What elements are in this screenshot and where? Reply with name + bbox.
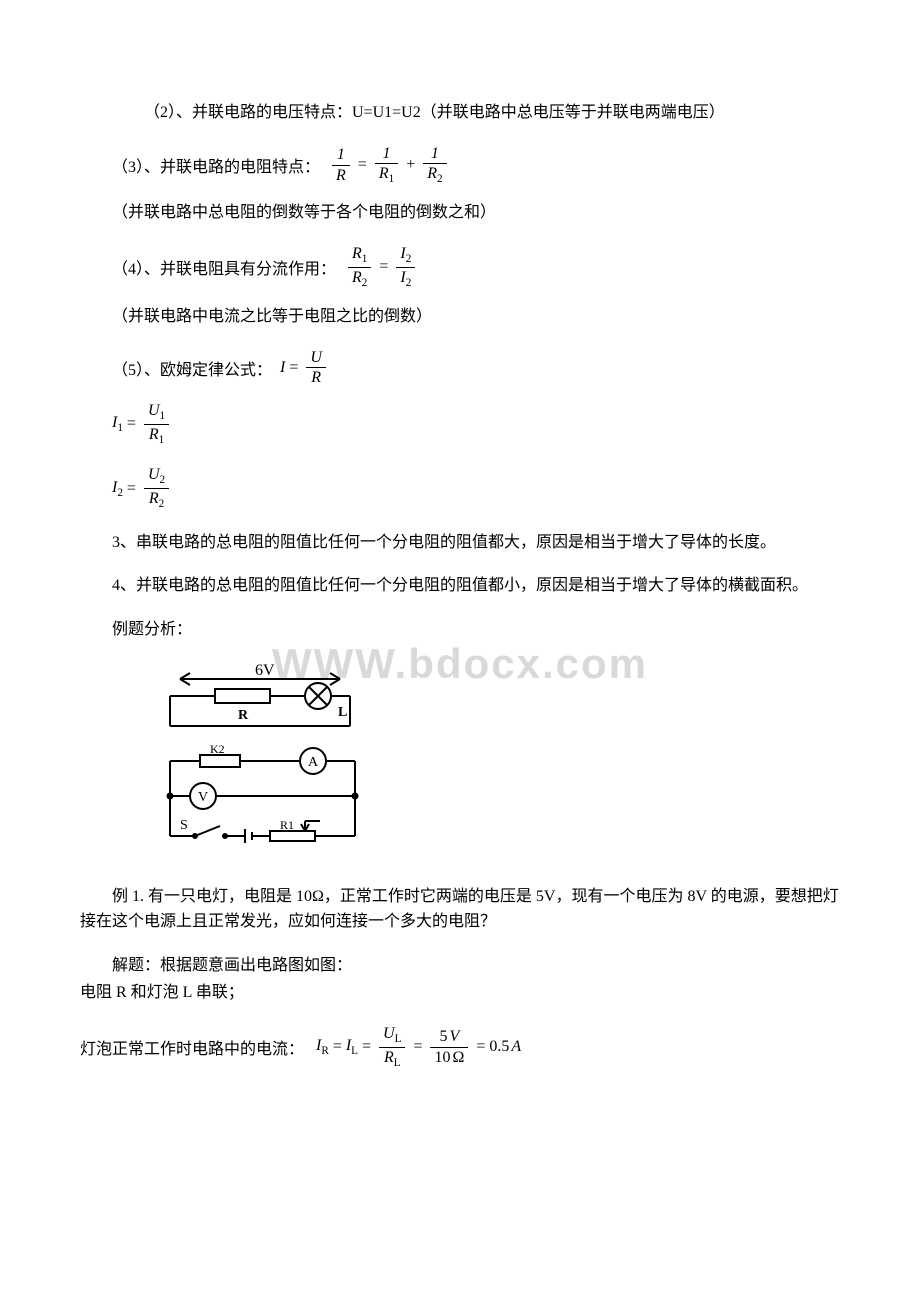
formula-solution-lead: 灯泡正常工作时电路中的电流：	[80, 1035, 304, 1059]
para-solution1: 解题：根据题意画出电路图如图：	[80, 953, 840, 979]
para-example-hdr: 例题分析：	[80, 617, 840, 643]
frac-5V-10ohm: 5V 10Ω	[430, 1027, 468, 1066]
frac-UL-RL: UL RL	[379, 1024, 405, 1070]
formula-I2: I2 = U2 R2	[112, 465, 840, 511]
svg-text:K2: K2	[210, 742, 225, 756]
para-series: 3、串联电路的总电阻的阻值比任何一个分电阻的阻值都大，原因是相当于增大了导体的长…	[80, 530, 840, 556]
formula-3-line: （3）、并联电路的电阻特点： 1 R = 1 R1 + 1 R2	[80, 144, 840, 187]
para-4-note: （并联电路中电流之比等于电阻之比的倒数）	[80, 304, 840, 330]
svg-text:L: L	[338, 705, 347, 720]
svg-text:R1: R1	[280, 818, 294, 832]
svg-text:A: A	[308, 755, 319, 770]
frac-1-R2: 1 R2	[423, 144, 446, 187]
circuit-diagram: 6V R L	[140, 661, 840, 866]
svg-text:S: S	[180, 818, 188, 833]
frac-U-R: U R	[306, 348, 326, 387]
frac-I2-I2: I2 I2	[396, 244, 415, 290]
formula-4-line: （4）、并联电阻具有分流作用： R1 R2 = I2 I2	[80, 244, 840, 290]
svg-text:R: R	[238, 708, 249, 723]
formula-solution-line: 灯泡正常工作时电路中的电流： IR = IL = UL RL = 5V 10Ω …	[80, 1024, 840, 1070]
para-solution2: 电阻 R 和灯泡 L 串联；	[80, 980, 840, 1006]
svg-text:6V: 6V	[255, 662, 275, 679]
para-2: （2）、并联电路的电压特点：U=U1=U2（并联电路中总电压等于并联电两端电压）	[80, 100, 840, 126]
formula-3-lead: （3）、并联电路的电阻特点：	[80, 153, 320, 177]
para-3-note: （并联电路中总电阻的倒数等于各个电阻的倒数之和）	[80, 200, 840, 226]
formula-5-lead: （5）、欧姆定律公式：	[80, 356, 272, 380]
para-example1: 例 1. 有一只电灯，电阻是 10Ω，正常工作时它两端的电压是 5V，现有一个电…	[80, 884, 840, 935]
frac-1-R: 1 R	[332, 145, 350, 184]
para-parallel: 4、并联电路的总电阻的阻值比任何一个分电阻的阻值都小，原因是相当于增大了导体的横…	[80, 573, 840, 599]
formula-I1: I1 = U1 R1	[112, 401, 840, 447]
formula-5-line: （5）、欧姆定律公式： I = U R	[80, 348, 840, 387]
frac-R1-R2: R1 R2	[348, 244, 371, 290]
formula-4-lead: （4）、并联电阻具有分流作用：	[80, 255, 336, 279]
frac-1-R1: 1 R1	[375, 144, 398, 187]
svg-text:V: V	[198, 790, 208, 805]
